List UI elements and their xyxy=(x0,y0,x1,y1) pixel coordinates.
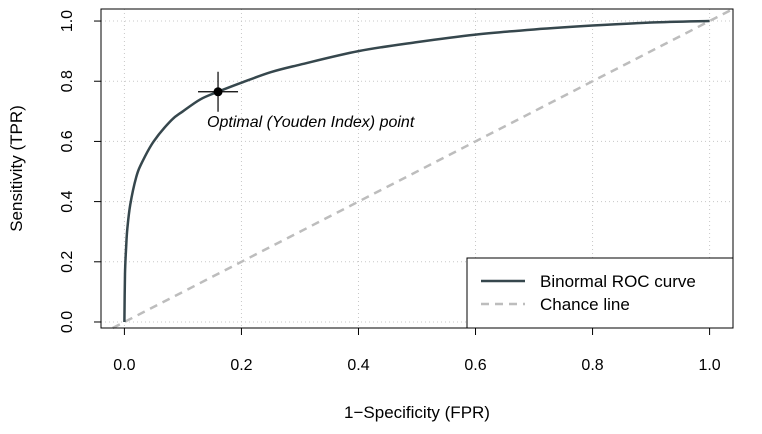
y-tick-label-5: 1.0 xyxy=(59,10,76,32)
chance-line-series xyxy=(112,7,734,330)
legend-box xyxy=(466,257,734,329)
y-axis-title: Sensitivity (TPR) xyxy=(7,105,26,232)
optimal-point-marker xyxy=(198,71,239,112)
plot-frame xyxy=(100,8,734,329)
legend: Binormal ROC curve Chance line xyxy=(466,257,734,329)
x-tick-label-5: 1.0 xyxy=(698,357,720,374)
x-tick-label-2: 0.4 xyxy=(347,357,369,374)
y-tick-label-4: 0.8 xyxy=(59,70,76,92)
optimal-marker-dot xyxy=(213,87,223,97)
x-axis-title: 1−Specificity (FPR) xyxy=(344,403,490,422)
y-tick-label-2: 0.4 xyxy=(59,190,76,212)
y-axis-ticks: 0.0 0.2 0.4 0.6 0.8 1.0 xyxy=(59,10,101,333)
grid-lines xyxy=(101,9,733,328)
x-tick-label-0: 0.0 xyxy=(113,357,135,374)
y-tick-label-3: 0.6 xyxy=(59,130,76,152)
roc-curve-series xyxy=(123,19,710,322)
legend-chance-label: Chance line xyxy=(540,295,630,314)
x-tick-label-4: 0.8 xyxy=(581,357,603,374)
y-tick-label-0: 0.0 xyxy=(59,311,76,333)
x-axis-ticks: 0.0 0.2 0.4 0.6 0.8 1.0 xyxy=(113,328,721,374)
optimal-point-annotation: Optimal (Youden Index) point xyxy=(207,114,415,131)
legend-roc-label: Binormal ROC curve xyxy=(540,272,696,291)
x-tick-label-1: 0.2 xyxy=(230,357,252,374)
y-tick-label-1: 0.2 xyxy=(59,251,76,273)
x-tick-label-3: 0.6 xyxy=(464,357,486,374)
